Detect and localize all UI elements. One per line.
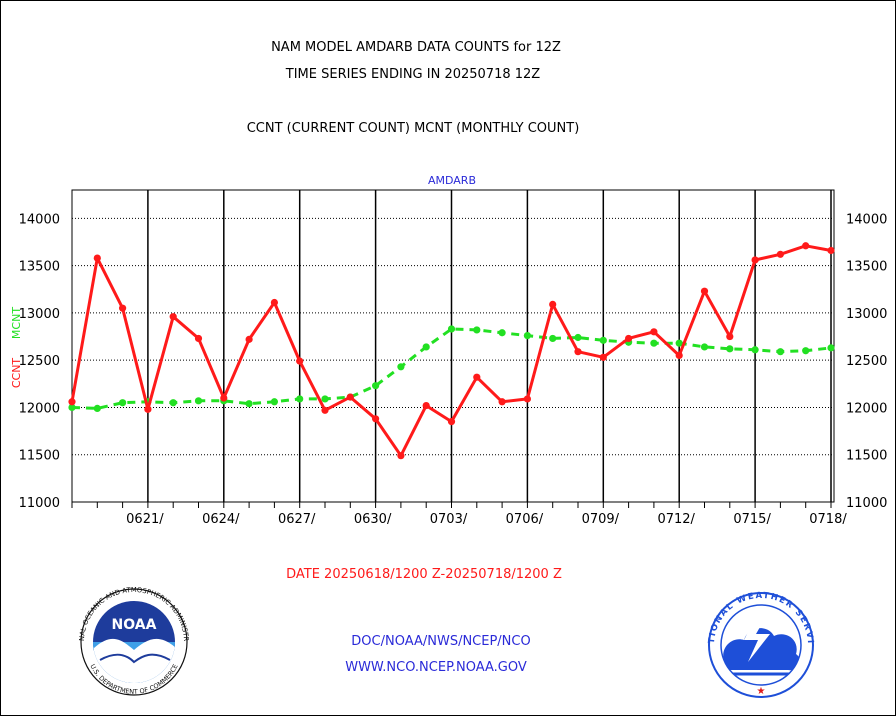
data-point-ccnt [372, 415, 380, 423]
data-point-ccnt [422, 401, 430, 410]
data-point-ccnt [675, 351, 683, 360]
data-point-ccnt [776, 250, 785, 258]
data-point-ccnt [321, 406, 329, 414]
data-point-ccnt [144, 405, 152, 413]
x-tick-label: 0706/ [506, 512, 544, 527]
data-point-mcnt [397, 363, 405, 371]
y-axis-label-ccnt: CCNT [10, 358, 23, 389]
data-point-mcnt [700, 343, 709, 351]
x-tick-label: 0709/ [582, 512, 620, 527]
date-range-label: DATE 20250618/1200 Z-20250718/1200 Z [286, 567, 562, 582]
chart-subtitle: CCNT (CURRENT COUNT) MCNT (MONTHLY COUNT… [247, 121, 580, 136]
data-point-ccnt [68, 398, 76, 406]
org-path-label: DOC/NOAA/NWS/NCEP/NCO [351, 634, 530, 649]
data-point-ccnt [751, 256, 759, 264]
data-point-ccnt [625, 334, 633, 343]
data-point-ccnt [700, 287, 709, 295]
data-point-ccnt [802, 242, 810, 250]
data-point-mcnt [523, 332, 532, 340]
x-tick-label: 0630/ [354, 512, 392, 527]
data-point-ccnt [270, 298, 278, 307]
data-point-mcnt [68, 403, 76, 412]
x-tick-label: 0715/ [733, 512, 771, 527]
data-point-ccnt [599, 353, 607, 361]
data-point-ccnt [93, 254, 101, 262]
data-point-ccnt [473, 373, 481, 381]
data-point-ccnt [220, 394, 228, 402]
data-point-mcnt [574, 333, 582, 342]
y-axis-label-mcnt: MCNT [10, 307, 23, 339]
nws-lightning-cloud-icon [721, 620, 800, 676]
y-tick-label-right: 11000 [846, 496, 887, 511]
x-tick-label: 0627/ [278, 512, 316, 527]
data-point-mcnt [447, 325, 456, 333]
y-tick-label-left: 12000 [19, 401, 60, 416]
data-point-mcnt [169, 399, 177, 407]
data-point-mcnt [599, 336, 607, 344]
data-point-ccnt [296, 357, 304, 365]
data-point-mcnt [422, 343, 430, 351]
data-point-mcnt [751, 346, 759, 354]
data-point-ccnt [827, 246, 835, 255]
noaa-logo-text: NOAA [112, 617, 157, 633]
data-point-ccnt [650, 328, 658, 336]
data-point-mcnt [245, 400, 253, 408]
plot-inner-title: AMDARB [428, 174, 476, 187]
y-tick-label-left: 13000 [19, 307, 60, 322]
y-tick-label-left: 12500 [19, 354, 60, 369]
data-point-mcnt [675, 339, 683, 347]
data-point-ccnt [397, 452, 405, 460]
y-tick-label-right: 13000 [846, 307, 887, 322]
x-tick-label: 0718/ [809, 512, 847, 527]
data-point-ccnt [119, 304, 127, 312]
y-tick-label-right: 12500 [846, 354, 887, 369]
series-layer [68, 242, 835, 460]
data-point-mcnt [372, 382, 380, 390]
y-tick-label-left: 14000 [19, 212, 60, 227]
tick-layer: 11000 11000 11500 11500 12000 12000 12500 12500… [19, 212, 888, 527]
chart-title-line1: NAM MODEL AMDARB DATA COUNTS for 12Z [271, 40, 561, 55]
data-point-ccnt [549, 300, 557, 308]
data-point-mcnt [827, 344, 835, 352]
data-point-ccnt [523, 395, 532, 403]
y-tick-label-right: 13500 [846, 260, 887, 275]
data-point-ccnt [245, 335, 253, 343]
nws-star-icon: ★ [757, 686, 766, 697]
y-tick-label-left: 13500 [19, 260, 60, 275]
data-point-mcnt [473, 326, 481, 334]
data-point-mcnt [194, 397, 203, 405]
x-tick-label: 0712/ [657, 512, 695, 527]
data-point-ccnt [726, 332, 734, 341]
x-tick-label: 0624/ [202, 512, 240, 527]
y-tick-label-right: 14000 [846, 212, 887, 227]
data-point-mcnt [321, 395, 329, 403]
data-point-ccnt [169, 313, 177, 321]
data-point-mcnt [776, 348, 785, 356]
data-point-ccnt [498, 398, 506, 406]
data-point-ccnt [346, 393, 354, 401]
y-tick-label-left: 11000 [19, 496, 60, 511]
data-point-mcnt [650, 339, 658, 347]
y-tick-label-right: 12000 [846, 401, 887, 416]
data-point-mcnt [726, 345, 734, 353]
y-axis-label-group: CCNT MCNT [10, 307, 23, 388]
chart-title-line2: TIME SERIES ENDING IN 20250718 12Z [285, 67, 541, 82]
data-point-mcnt [93, 404, 101, 412]
y-tick-label-left: 11500 [19, 449, 60, 464]
data-point-mcnt [498, 329, 506, 337]
y-tick-label-right: 11500 [846, 449, 887, 464]
x-tick-label: 0703/ [430, 512, 468, 527]
data-point-mcnt [296, 395, 304, 403]
data-point-mcnt [270, 398, 278, 406]
data-point-mcnt [549, 334, 557, 343]
data-point-mcnt [119, 399, 127, 407]
data-point-ccnt [574, 348, 582, 356]
grid-layer [72, 190, 834, 502]
x-tick-label: 0621/ [126, 512, 164, 527]
data-point-ccnt [194, 334, 203, 343]
data-point-mcnt [802, 347, 810, 355]
data-point-ccnt [447, 418, 456, 426]
website-link[interactable]: WWW.NCO.NCEP.NOAA.GOV [345, 660, 527, 675]
